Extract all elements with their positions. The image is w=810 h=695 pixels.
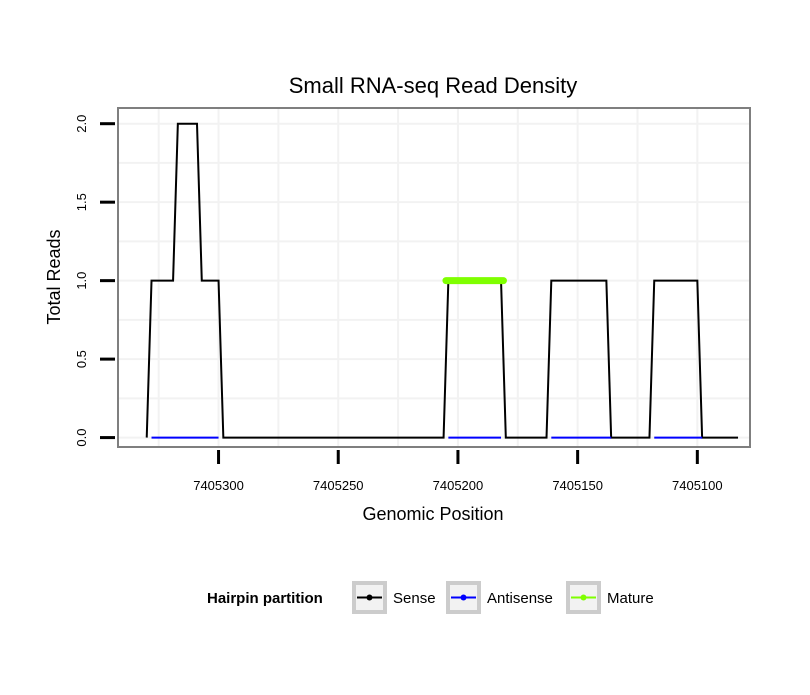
plot-background [118, 108, 750, 447]
legend-item-sense: Sense [352, 581, 436, 614]
x-axis-label: Genomic Position [362, 504, 503, 524]
legend-title: Hairpin partition [207, 590, 323, 607]
legend-item-antisense: Antisense [446, 581, 553, 614]
x-tick-label: 7405300 [193, 478, 244, 493]
y-axis: 0.0 0.5 1.0 1.5 2.0 [74, 115, 115, 447]
legend-label: Antisense [487, 590, 553, 607]
x-axis: 7405300 7405250 7405200 7405150 7405100 [193, 450, 723, 493]
legend-label: Mature [607, 590, 654, 607]
x-tick-label: 7405100 [672, 478, 723, 493]
legend-label: Sense [393, 590, 436, 607]
legend-item-mature: Mature [566, 581, 654, 614]
x-tick-label: 7405200 [433, 478, 484, 493]
chart-title: Small RNA-seq Read Density [289, 73, 578, 98]
plot-panel [117, 107, 751, 448]
x-tick-label: 7405150 [552, 478, 603, 493]
y-tick-label: 2.0 [74, 115, 89, 133]
y-tick-label: 1.0 [74, 272, 89, 290]
y-tick-label: 1.5 [74, 193, 89, 211]
x-tick-label: 7405250 [313, 478, 364, 493]
legend-key-point [460, 594, 467, 601]
series-layer [145, 122, 739, 439]
legend-key-point [366, 594, 373, 601]
y-tick-label: 0.5 [74, 350, 89, 368]
plot-border [117, 107, 751, 448]
y-axis-label: Total Reads [44, 229, 64, 324]
legend-key-point [580, 594, 587, 601]
legend: Hairpin partition Sense Antisense Mature [207, 581, 654, 614]
y-tick-label: 0.0 [74, 429, 89, 447]
